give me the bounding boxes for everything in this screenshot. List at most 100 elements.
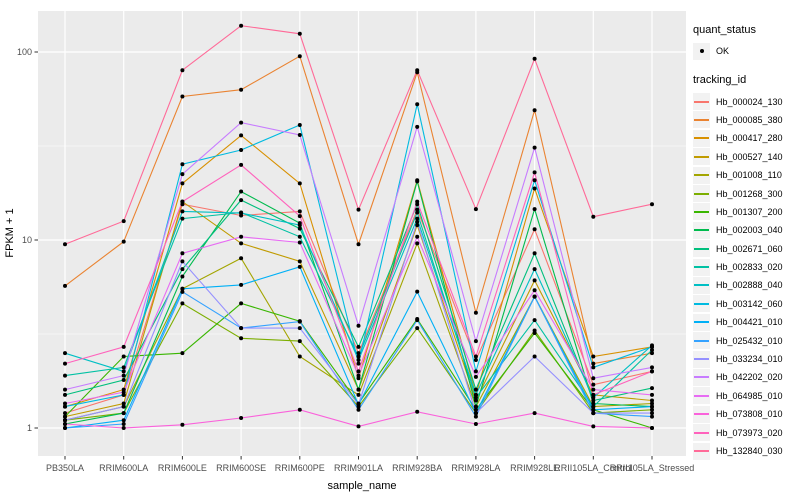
data-point-Hb_073973_020[interactable] xyxy=(650,369,654,374)
data-point-Hb_132840_030[interactable] xyxy=(356,207,361,212)
data-point-Hb_073973_020[interactable] xyxy=(415,199,420,204)
legend-item-Hb_073973_020[interactable]: Hb_073973_020 xyxy=(693,423,799,442)
data-point-Hb_002888_040[interactable] xyxy=(63,351,67,356)
legend-item-Hb_002003_040[interactable]: Hb_002003_040 xyxy=(693,221,799,239)
data-point-Hb_002671_060[interactable] xyxy=(532,251,537,256)
data-point-Hb_000085_380[interactable] xyxy=(121,239,126,244)
data-point-Hb_001268_300[interactable] xyxy=(650,407,654,412)
data-point-Hb_073808_010[interactable] xyxy=(239,416,244,421)
data-point-Hb_002003_040[interactable] xyxy=(532,207,537,212)
data-point-Hb_002003_040[interactable] xyxy=(591,401,596,406)
data-point-Hb_000085_380[interactable] xyxy=(591,361,596,366)
data-point-Hb_064985_010[interactable] xyxy=(591,387,596,392)
data-point-Hb_003142_060[interactable] xyxy=(473,369,478,374)
data-point-Hb_073973_020[interactable] xyxy=(356,369,361,374)
legend-item-Hb_042202_020[interactable]: Hb_042202_020 xyxy=(693,368,799,386)
data-point-Hb_001307_200[interactable] xyxy=(121,354,126,359)
data-point-Hb_064985_010[interactable] xyxy=(63,401,67,406)
data-point-Hb_003142_060[interactable] xyxy=(532,178,537,183)
data-point-Hb_000527_140[interactable] xyxy=(239,241,244,246)
data-point-Hb_003142_060[interactable] xyxy=(415,102,420,107)
data-point-Hb_001268_300[interactable] xyxy=(180,301,185,306)
data-point-Hb_002833_020[interactable] xyxy=(415,210,420,215)
data-point-Hb_000085_380[interactable] xyxy=(650,351,654,356)
data-point-Hb_001008_110[interactable] xyxy=(356,392,361,397)
data-point-Hb_000024_130[interactable] xyxy=(63,411,67,416)
data-point-Hb_073808_010[interactable] xyxy=(121,426,126,430)
data-point-Hb_004421_010[interactable] xyxy=(650,404,654,409)
data-point-Hb_025432_010[interactable] xyxy=(121,422,126,427)
data-point-Hb_025432_010[interactable] xyxy=(473,414,478,419)
data-point-Hb_000527_140[interactable] xyxy=(473,398,478,403)
data-point-Hb_004421_010[interactable] xyxy=(591,407,596,412)
data-point-Hb_004421_010[interactable] xyxy=(297,264,302,269)
legend-item-Hb_000024_130[interactable]: Hb_000024_130 xyxy=(693,92,799,111)
data-point-Hb_073973_020[interactable] xyxy=(532,170,537,175)
data-point-Hb_000417_280[interactable] xyxy=(591,354,596,359)
data-point-Hb_002888_040[interactable] xyxy=(415,216,420,221)
data-point-Hb_000417_280[interactable] xyxy=(239,133,244,138)
data-point-Hb_000085_380[interactable] xyxy=(297,54,302,59)
data-point-Hb_000417_280[interactable] xyxy=(532,186,537,191)
data-point-Hb_003142_060[interactable] xyxy=(63,404,67,409)
data-point-Hb_132840_030[interactable] xyxy=(63,242,67,247)
data-point-Hb_132840_030[interactable] xyxy=(121,219,126,224)
data-point-Hb_001307_200[interactable] xyxy=(473,407,478,412)
data-point-Hb_000417_280[interactable] xyxy=(297,181,302,186)
data-point-Hb_002671_060[interactable] xyxy=(297,226,302,231)
data-point-Hb_000085_380[interactable] xyxy=(473,310,478,315)
data-point-Hb_064985_010[interactable] xyxy=(239,234,244,239)
data-point-Hb_033234_010[interactable] xyxy=(532,354,537,359)
data-point-Hb_042202_020[interactable] xyxy=(356,323,361,328)
data-point-Hb_073973_020[interactable] xyxy=(591,392,596,397)
data-point-Hb_001268_300[interactable] xyxy=(239,336,244,341)
legend-item-Hb_002833_020[interactable]: Hb_002833_020 xyxy=(693,258,799,276)
legend-item-Hb_000085_380[interactable]: Hb_000085_380 xyxy=(693,111,799,129)
data-point-Hb_001008_110[interactable] xyxy=(239,256,244,261)
data-point-Hb_033234_010[interactable] xyxy=(591,411,596,416)
legend-item-Hb_000417_280[interactable]: Hb_000417_280 xyxy=(693,129,799,147)
data-point-Hb_000527_140[interactable] xyxy=(121,401,126,406)
data-point-Hb_000024_130[interactable] xyxy=(415,207,420,212)
data-point-Hb_002888_040[interactable] xyxy=(356,357,361,362)
data-point-Hb_033234_010[interactable] xyxy=(650,411,654,416)
data-point-Hb_042202_020[interactable] xyxy=(591,376,596,381)
data-point-Hb_042202_020[interactable] xyxy=(415,124,420,129)
data-point-Hb_000024_130[interactable] xyxy=(473,357,478,362)
data-point-Hb_000527_140[interactable] xyxy=(297,259,302,264)
data-point-Hb_000085_380[interactable] xyxy=(239,87,244,92)
data-point-Hb_064985_010[interactable] xyxy=(415,234,420,239)
data-point-Hb_073973_020[interactable] xyxy=(239,162,244,167)
data-point-Hb_002888_040[interactable] xyxy=(297,223,302,228)
data-point-Hb_033234_010[interactable] xyxy=(473,411,478,416)
legend-item-ok[interactable]: OK xyxy=(693,42,799,60)
data-point-Hb_033234_010[interactable] xyxy=(239,326,244,331)
legend-item-Hb_000527_140[interactable]: Hb_000527_140 xyxy=(693,148,799,166)
legend-item-Hb_073808_010[interactable]: Hb_073808_010 xyxy=(693,405,799,423)
data-point-Hb_064985_010[interactable] xyxy=(473,374,478,379)
legend-item-Hb_002888_040[interactable]: Hb_002888_040 xyxy=(693,276,799,294)
data-point-Hb_002888_040[interactable] xyxy=(473,392,478,397)
data-point-Hb_064985_010[interactable] xyxy=(297,240,302,245)
data-point-Hb_073808_010[interactable] xyxy=(473,422,478,427)
data-point-Hb_064985_010[interactable] xyxy=(532,288,537,293)
data-point-Hb_001307_200[interactable] xyxy=(239,301,244,306)
data-point-Hb_001008_110[interactable] xyxy=(650,401,654,406)
data-point-Hb_002671_060[interactable] xyxy=(239,198,244,203)
data-point-Hb_003142_060[interactable] xyxy=(239,148,244,153)
data-point-Hb_002833_020[interactable] xyxy=(591,404,596,409)
data-point-Hb_042202_020[interactable] xyxy=(297,132,302,137)
legend-item-Hb_001268_300[interactable]: Hb_001268_300 xyxy=(693,184,799,203)
data-point-Hb_002671_060[interactable] xyxy=(121,378,126,383)
data-point-Hb_073973_020[interactable] xyxy=(473,354,478,359)
data-point-Hb_033234_010[interactable] xyxy=(297,326,302,331)
data-point-Hb_002888_040[interactable] xyxy=(532,267,537,272)
data-point-Hb_004421_010[interactable] xyxy=(415,289,420,294)
data-point-Hb_025432_010[interactable] xyxy=(63,426,67,430)
data-point-Hb_004421_010[interactable] xyxy=(239,282,244,287)
legend-item-Hb_025432_010[interactable]: Hb_025432_010 xyxy=(693,331,799,350)
data-point-Hb_073808_010[interactable] xyxy=(356,424,361,429)
data-point-Hb_002833_020[interactable] xyxy=(473,395,478,400)
data-point-Hb_002671_060[interactable] xyxy=(63,392,67,397)
data-point-Hb_073973_020[interactable] xyxy=(180,199,185,204)
